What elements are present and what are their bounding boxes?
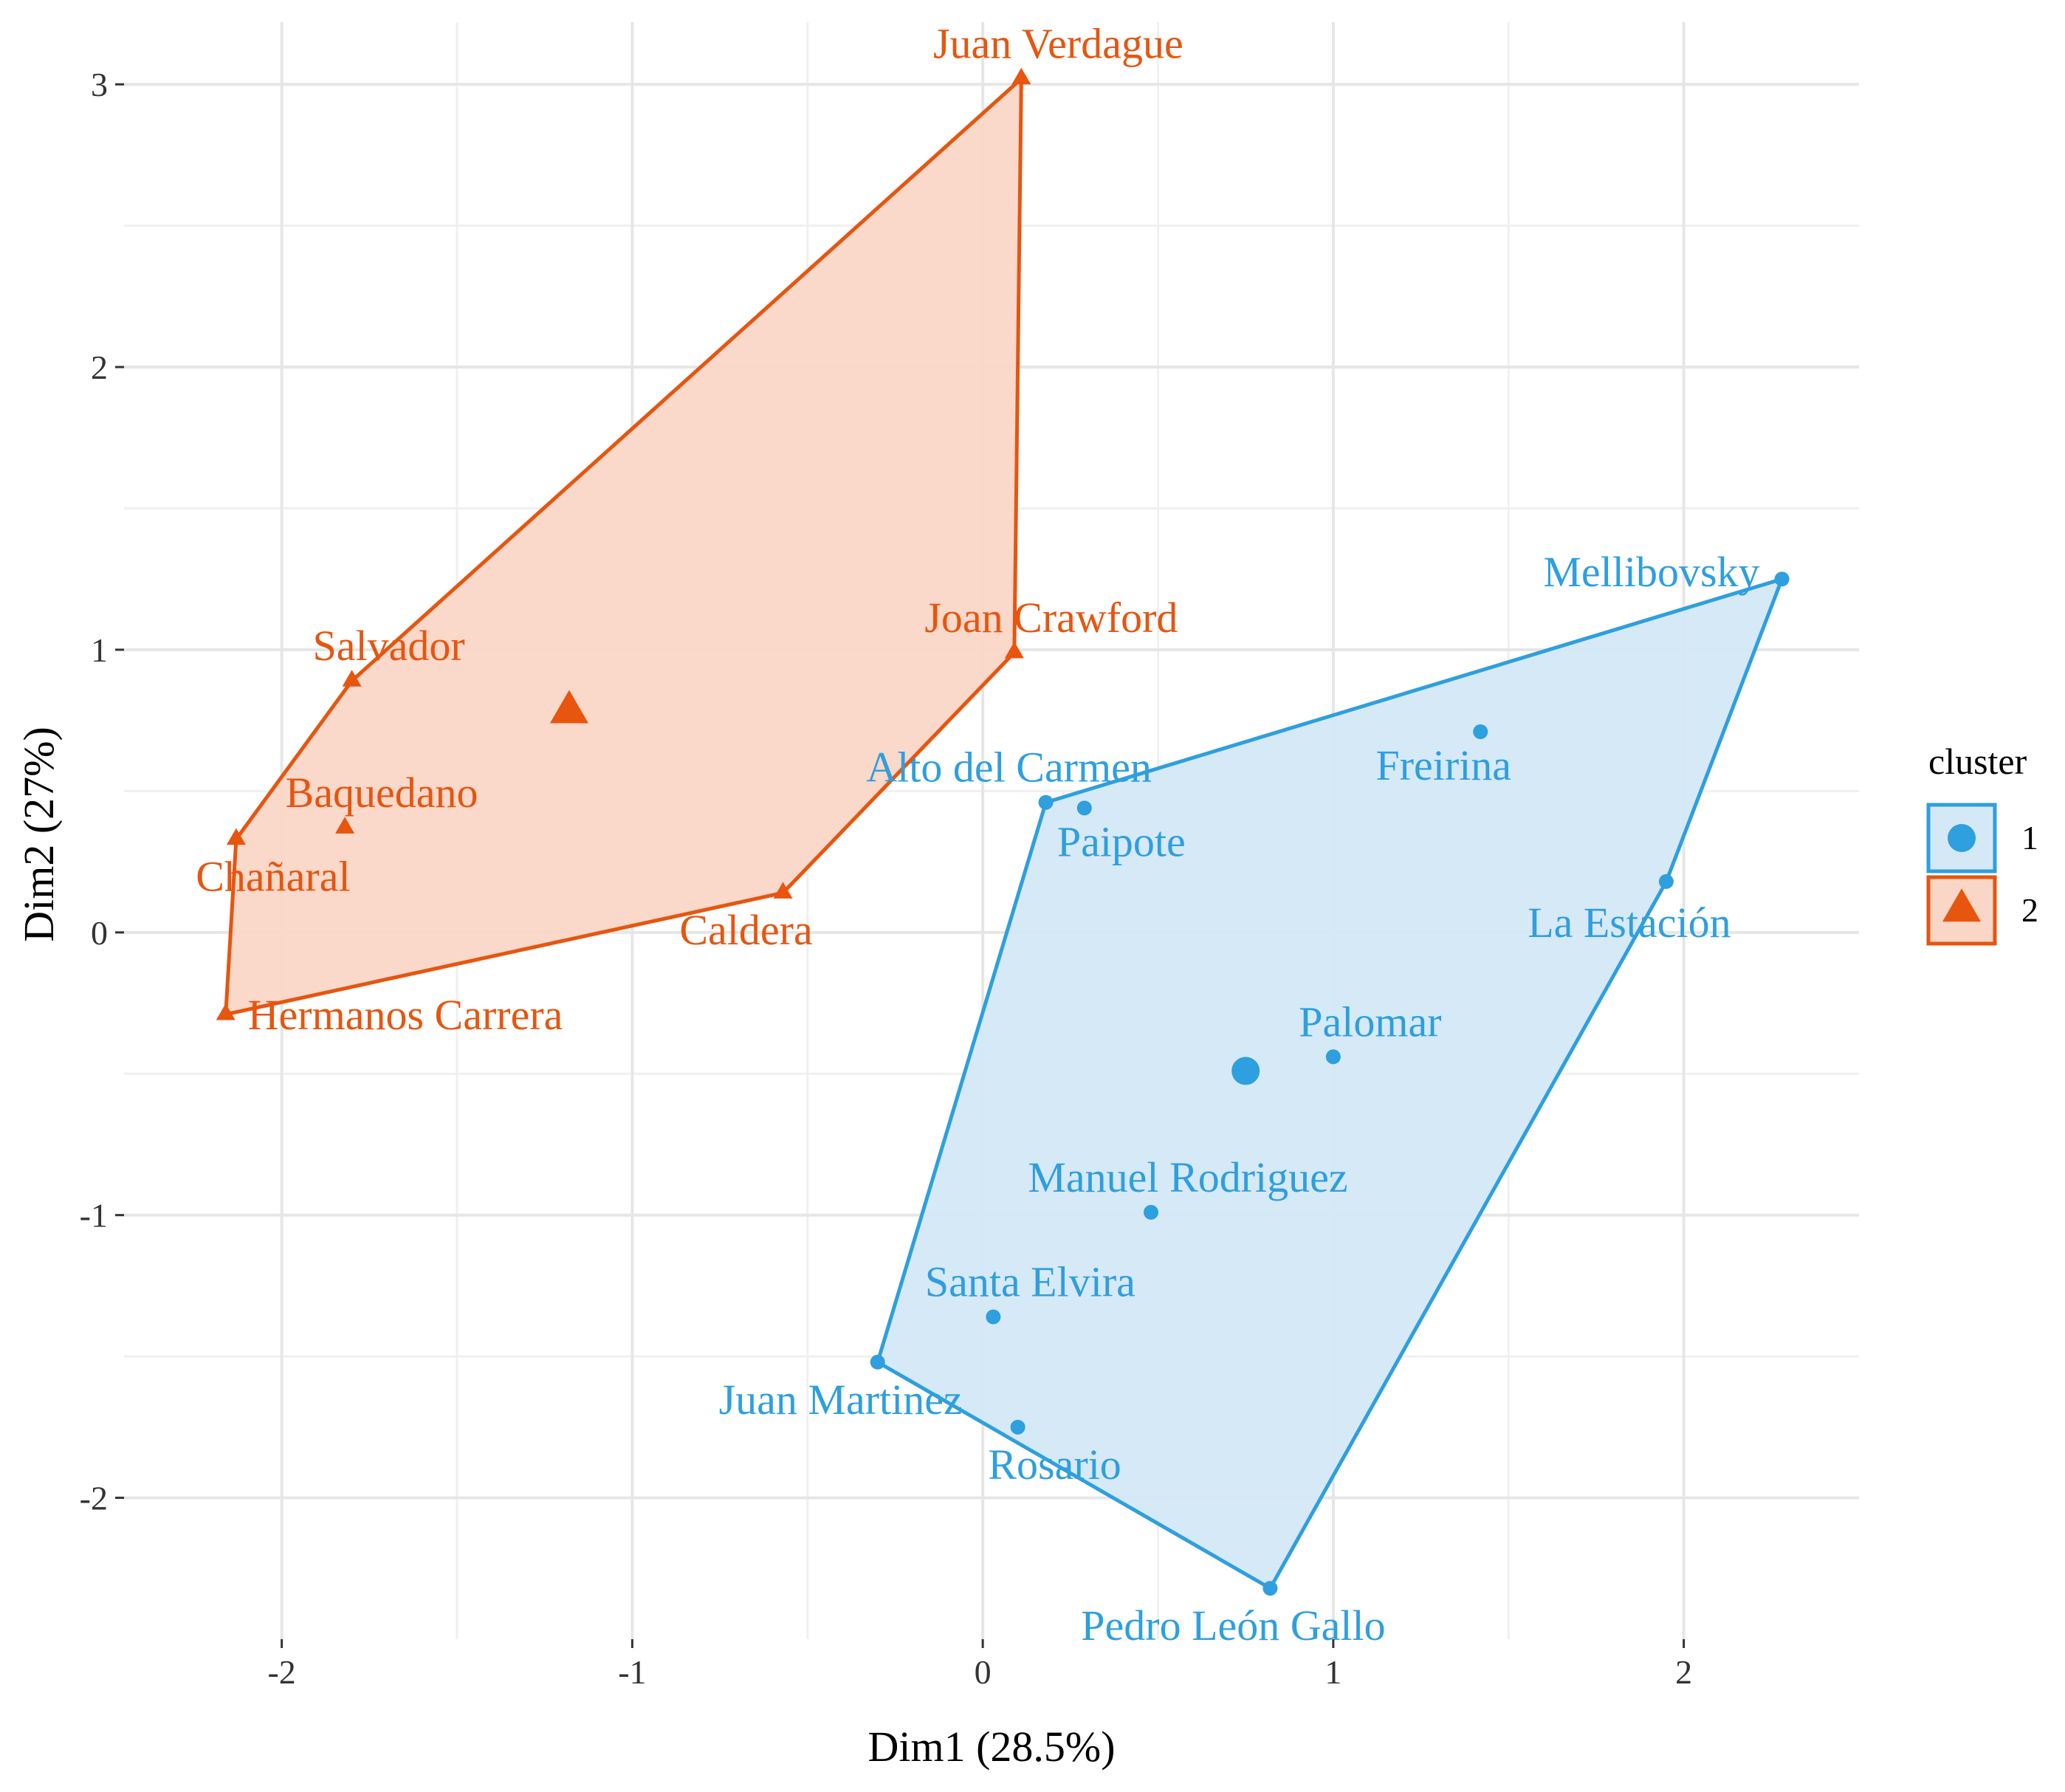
- point-label: Santa Elvira: [925, 1258, 1135, 1306]
- legend-triangle-marker: [1942, 888, 1981, 922]
- point-label: Hermanos Carrera: [248, 991, 563, 1039]
- point-label: Chañaral: [196, 852, 350, 900]
- point-marker: [773, 882, 793, 899]
- y-axis: -2 -1 0 1 2 3: [80, 66, 124, 1517]
- point-label: La Estación: [1528, 899, 1731, 947]
- point-marker: [1325, 1049, 1341, 1065]
- point-marker: [226, 828, 246, 845]
- point-marker: [1774, 571, 1790, 587]
- y-tick-label: 3: [91, 66, 108, 103]
- point-marker: [1011, 67, 1031, 85]
- point-label: Manuel Rodriguez: [1028, 1153, 1347, 1201]
- point-label: Alto del Carmen: [866, 744, 1152, 792]
- y-tick-label: -2: [80, 1480, 108, 1517]
- point-marker: [986, 1309, 1001, 1325]
- cluster-centroids: [549, 690, 1260, 1085]
- data-points: [216, 67, 1790, 1596]
- point-labels: Mellibovsky Freirina Alto del Carmen Paipot…: [196, 20, 1759, 1650]
- point-label: Palomar: [1299, 998, 1441, 1046]
- y-tick-label: -1: [80, 1197, 108, 1235]
- legend-label: 2: [2021, 891, 2038, 929]
- point-marker: [216, 1003, 236, 1020]
- y-tick-label: 0: [91, 914, 108, 952]
- legend-key: [1926, 803, 1997, 873]
- x-tick-label: -2: [267, 1653, 295, 1691]
- point-label: Rosario: [988, 1441, 1121, 1489]
- x-tick-label: 1: [1324, 1653, 1341, 1691]
- cluster-1-centroid: [1231, 1057, 1260, 1085]
- point-label: Freirina: [1375, 741, 1511, 789]
- point-marker: [342, 670, 362, 687]
- point-label: Mellibovsky: [1543, 548, 1759, 596]
- point-label: Caldera: [679, 906, 812, 954]
- point-marker: [1076, 800, 1092, 816]
- y-tick-label: 1: [91, 631, 108, 669]
- x-tick-label: 2: [1675, 1653, 1692, 1691]
- point-marker: [870, 1354, 885, 1370]
- y-tick-label: 2: [91, 349, 108, 386]
- x-tick-label: -1: [618, 1653, 646, 1691]
- point-marker: [1010, 1419, 1025, 1435]
- legend-label: 1: [2021, 819, 2038, 856]
- point-label: Paipote: [1057, 817, 1186, 865]
- x-axis: -2 -1 0 1 2: [267, 1639, 1692, 1691]
- cluster-1-hull: [875, 576, 1785, 1591]
- legend: cluster 1 2: [1926, 741, 2038, 946]
- cluster-2-centroid: [549, 690, 588, 724]
- legend-circle-marker: [1948, 824, 1976, 852]
- cluster-hulls: [223, 74, 1785, 1591]
- point-marker: [1004, 641, 1024, 659]
- point-marker: [1038, 794, 1054, 810]
- x-axis-title: Dim1 (28.5%): [867, 1723, 1115, 1771]
- point-label: Joan Crawford: [924, 594, 1178, 642]
- point-marker: [1262, 1581, 1278, 1596]
- point-label: Juan Martinez: [719, 1376, 963, 1424]
- y-axis-title: Dim2 (27%): [15, 727, 63, 942]
- point-marker: [1473, 724, 1488, 739]
- point-marker: [335, 817, 355, 834]
- point-marker: [1658, 873, 1674, 889]
- point-label: Pedro León Gallo: [1081, 1602, 1385, 1649]
- point-marker: [1144, 1204, 1159, 1220]
- point-label: Baquedano: [286, 769, 478, 817]
- point-label: Juan Verdague: [933, 20, 1183, 68]
- legend-title: cluster: [1928, 741, 2027, 782]
- point-label: Salvador: [312, 622, 464, 670]
- x-tick-label: 0: [975, 1653, 992, 1691]
